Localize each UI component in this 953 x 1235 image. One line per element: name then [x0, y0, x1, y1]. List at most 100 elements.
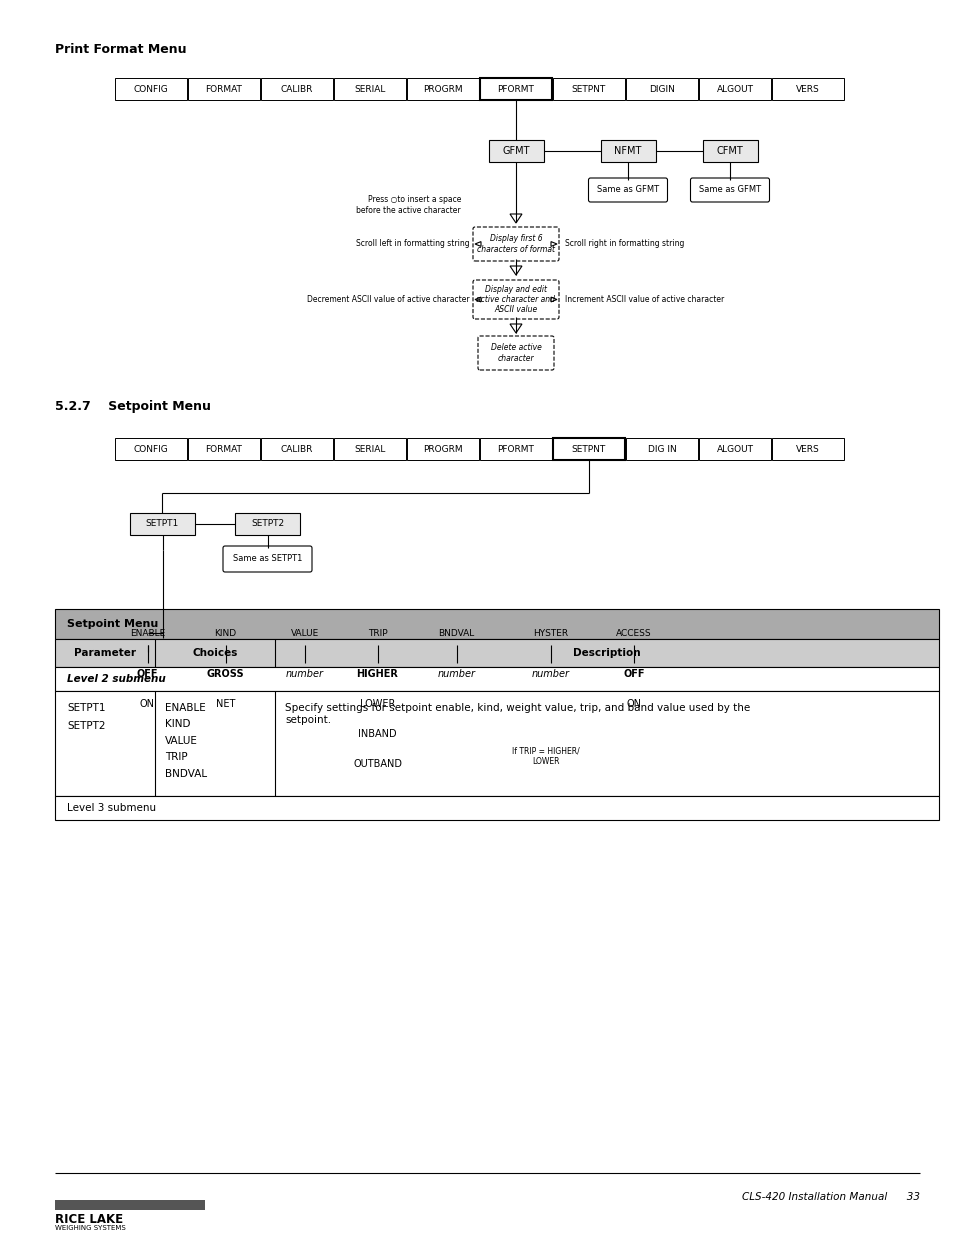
Text: ON: ON — [140, 699, 154, 709]
Text: Specify settings for setpoint enable, kind, weight value, trip, and band value u: Specify settings for setpoint enable, ki… — [285, 703, 749, 725]
Text: CALIBR: CALIBR — [280, 445, 313, 453]
Text: number: number — [286, 669, 324, 679]
Bar — [334, 438, 406, 459]
Bar — [553, 78, 624, 100]
Text: Level 2 submenu: Level 2 submenu — [67, 674, 166, 684]
Text: SETPT1: SETPT1 — [146, 520, 179, 529]
Bar — [699, 438, 770, 459]
Bar — [625, 438, 698, 459]
Text: VERS: VERS — [796, 84, 819, 94]
Text: TRIP: TRIP — [367, 630, 387, 638]
Text: DIGIN: DIGIN — [648, 84, 674, 94]
Text: number: number — [532, 669, 569, 679]
FancyBboxPatch shape — [344, 661, 410, 687]
Bar — [350, 622, 405, 645]
Text: FORMAT: FORMAT — [205, 445, 242, 453]
Bar — [771, 438, 843, 459]
Bar — [198, 622, 253, 645]
Text: Parameter: Parameter — [74, 648, 136, 658]
Text: GROSS: GROSS — [207, 669, 244, 679]
Text: PROGRM: PROGRM — [423, 84, 462, 94]
Text: SETPNT: SETPNT — [571, 445, 605, 453]
Text: OFF: OFF — [136, 669, 158, 679]
Text: SETPT1
SETPT2: SETPT1 SETPT2 — [67, 703, 106, 731]
Text: SERIAL: SERIAL — [354, 445, 385, 453]
Bar — [514, 618, 661, 705]
Bar — [407, 438, 478, 459]
Bar — [488, 140, 543, 162]
FancyBboxPatch shape — [344, 692, 410, 718]
FancyBboxPatch shape — [477, 336, 554, 370]
Text: Increment ASCII value of active character: Increment ASCII value of active characte… — [564, 295, 723, 304]
Text: number: number — [437, 669, 475, 679]
Bar — [261, 438, 333, 459]
Bar — [55, 692, 938, 797]
Text: ACCESS: ACCESS — [616, 630, 651, 638]
Bar — [553, 438, 624, 459]
FancyBboxPatch shape — [521, 661, 579, 687]
Text: CONFIG: CONFIG — [133, 84, 168, 94]
Text: FORMAT: FORMAT — [205, 84, 242, 94]
Bar — [115, 622, 180, 645]
Text: ON: ON — [626, 699, 640, 709]
Bar — [479, 78, 552, 100]
Bar — [55, 638, 938, 667]
Text: CALIBR: CALIBR — [280, 84, 313, 94]
Bar — [479, 78, 552, 100]
Text: PFORMT: PFORMT — [497, 445, 534, 453]
Bar — [234, 513, 299, 535]
Text: Display first 6
characters of format: Display first 6 characters of format — [476, 235, 555, 253]
Bar — [519, 622, 581, 645]
Text: RICE LAKE: RICE LAKE — [55, 1213, 123, 1226]
Text: HIGHER: HIGHER — [356, 669, 398, 679]
Bar — [599, 140, 655, 162]
Bar — [771, 78, 843, 100]
Text: Level 3 submenu: Level 3 submenu — [67, 803, 156, 813]
FancyBboxPatch shape — [120, 692, 174, 718]
FancyBboxPatch shape — [275, 661, 335, 687]
Text: Same as SETPT1: Same as SETPT1 — [233, 555, 302, 563]
Bar — [130, 513, 194, 535]
Bar — [261, 78, 333, 100]
Text: INBAND: INBAND — [357, 729, 396, 739]
FancyBboxPatch shape — [427, 661, 485, 687]
Text: KIND: KIND — [214, 630, 236, 638]
Bar — [188, 78, 260, 100]
Bar — [602, 622, 664, 645]
Text: Choices: Choices — [193, 648, 237, 658]
Text: Delete active
character: Delete active character — [490, 343, 541, 363]
Bar — [699, 78, 770, 100]
Text: VERS: VERS — [796, 445, 819, 453]
Text: CFMT: CFMT — [716, 146, 742, 156]
FancyBboxPatch shape — [588, 178, 667, 203]
FancyBboxPatch shape — [344, 751, 410, 777]
Text: ENABLE: ENABLE — [130, 630, 165, 638]
Bar — [55, 667, 938, 692]
Text: SETPNT: SETPNT — [571, 84, 605, 94]
FancyBboxPatch shape — [344, 721, 410, 747]
Text: CONFIG: CONFIG — [133, 445, 168, 453]
Text: PFORMT: PFORMT — [497, 84, 534, 94]
FancyBboxPatch shape — [606, 661, 660, 687]
Text: OFF: OFF — [622, 669, 644, 679]
FancyBboxPatch shape — [223, 546, 312, 572]
Text: Setpoint Menu: Setpoint Menu — [67, 619, 158, 629]
Bar — [625, 78, 698, 100]
Bar — [407, 78, 478, 100]
Text: WEIGHING SYSTEMS: WEIGHING SYSTEMS — [55, 1225, 126, 1231]
Text: Display and edit
active character and
ASCII value: Display and edit active character and AS… — [476, 284, 555, 315]
Bar — [334, 78, 406, 100]
Text: Same as GFMT: Same as GFMT — [699, 185, 760, 194]
Bar — [55, 797, 938, 820]
Text: Same as GFMT: Same as GFMT — [597, 185, 659, 194]
Bar — [115, 78, 187, 100]
Text: Scroll left in formatting string: Scroll left in formatting string — [356, 240, 470, 248]
FancyBboxPatch shape — [606, 692, 660, 718]
Text: Print Format Menu: Print Format Menu — [55, 43, 186, 56]
Text: ENABLE
KIND
VALUE
TRIP
BNDVAL: ENABLE KIND VALUE TRIP BNDVAL — [165, 703, 207, 778]
Text: Decrement ASCII value of active character: Decrement ASCII value of active characte… — [307, 295, 470, 304]
Text: ALGOUT: ALGOUT — [716, 84, 753, 94]
Text: SETPT2: SETPT2 — [251, 520, 284, 529]
Text: HYSTER: HYSTER — [533, 630, 568, 638]
FancyBboxPatch shape — [198, 692, 253, 718]
